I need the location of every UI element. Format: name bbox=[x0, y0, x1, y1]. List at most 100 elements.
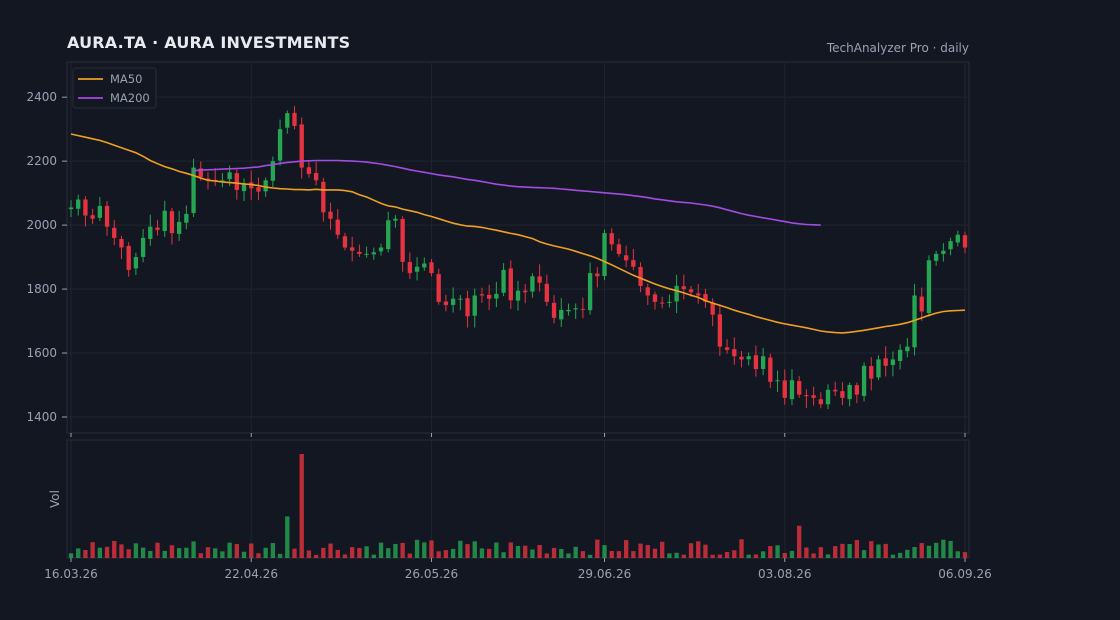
volume-bar bbox=[753, 554, 759, 558]
candle-body bbox=[724, 347, 730, 350]
volume-bar bbox=[465, 544, 470, 558]
legend[interactable]: MA50 MA200 bbox=[72, 67, 157, 109]
volume-bar bbox=[90, 542, 95, 558]
volume-bar bbox=[897, 552, 903, 558]
candle-body bbox=[530, 276, 535, 292]
candle-body bbox=[321, 181, 326, 213]
candle-body bbox=[508, 268, 513, 301]
y-tick-label: 1400 bbox=[26, 410, 57, 424]
volume-bar bbox=[335, 549, 340, 558]
candle-body bbox=[753, 355, 759, 370]
candle-body bbox=[249, 182, 254, 189]
volume-bar bbox=[739, 539, 744, 558]
volume-bar bbox=[840, 543, 845, 558]
volume-bar bbox=[191, 541, 196, 558]
volume-bar bbox=[400, 542, 405, 558]
volume-bar bbox=[97, 547, 103, 558]
volume-bar bbox=[587, 554, 593, 558]
volume-bar bbox=[523, 545, 528, 558]
candle-body bbox=[717, 314, 723, 347]
volume-bar bbox=[364, 546, 369, 558]
candle-body bbox=[263, 180, 268, 192]
candle-body bbox=[905, 346, 910, 352]
candle-body bbox=[544, 283, 550, 302]
volume-bar bbox=[176, 548, 182, 558]
candle-body bbox=[962, 235, 968, 248]
candle-body bbox=[869, 366, 874, 379]
legend-label[interactable]: MA200 bbox=[110, 91, 150, 105]
volume-bar bbox=[595, 539, 600, 558]
candles bbox=[68, 106, 968, 410]
volume-bar bbox=[270, 543, 276, 558]
volume-bar bbox=[479, 548, 485, 558]
candle-body bbox=[220, 180, 225, 182]
volume-bar bbox=[458, 540, 463, 558]
volume-bar bbox=[263, 547, 268, 558]
price-panel-frame bbox=[66, 61, 970, 434]
volume-bar bbox=[112, 540, 117, 558]
volume-bar bbox=[357, 547, 362, 558]
volume-bar bbox=[299, 454, 304, 558]
candle-body bbox=[768, 357, 773, 382]
volume-bar bbox=[249, 543, 254, 558]
candle-body bbox=[616, 244, 622, 254]
candle-body bbox=[609, 233, 614, 245]
candle-body bbox=[890, 359, 896, 366]
volume-bar bbox=[933, 542, 939, 558]
candle-body bbox=[299, 124, 304, 168]
candle-body bbox=[847, 385, 852, 400]
candle-body bbox=[674, 285, 679, 302]
volume-bar bbox=[227, 542, 232, 558]
candle-body bbox=[537, 276, 542, 283]
volume-bar bbox=[652, 548, 658, 558]
candle-body bbox=[256, 187, 261, 192]
candle-body bbox=[638, 266, 643, 286]
candle-body bbox=[631, 260, 636, 267]
candle-body bbox=[313, 173, 319, 181]
candle-body bbox=[292, 112, 297, 126]
volume-bar bbox=[732, 550, 737, 558]
volume-bar bbox=[83, 550, 88, 558]
candle-body bbox=[501, 269, 506, 293]
volume-axis-label: Vol bbox=[48, 490, 62, 508]
volume-bar bbox=[155, 542, 160, 558]
volume-bar bbox=[313, 554, 319, 558]
volume-bar bbox=[486, 548, 492, 558]
candle-body bbox=[393, 218, 398, 221]
volume-bar bbox=[422, 542, 427, 558]
volume-bar bbox=[205, 547, 211, 558]
candle-body bbox=[414, 266, 420, 272]
volume-bar bbox=[321, 547, 326, 558]
volume-bar bbox=[616, 551, 622, 558]
y-tick-label: 1800 bbox=[26, 282, 57, 296]
volume-bar bbox=[760, 551, 766, 558]
volume-bar bbox=[861, 550, 867, 558]
volume-bar bbox=[609, 551, 614, 558]
volume-bar bbox=[68, 553, 74, 558]
volume-bar bbox=[393, 543, 398, 558]
volume-bar bbox=[407, 553, 413, 558]
candle-body bbox=[479, 294, 485, 296]
candle-body bbox=[660, 302, 665, 304]
volume-bar bbox=[472, 541, 477, 558]
volume-bar bbox=[551, 547, 557, 558]
candle-body bbox=[602, 233, 607, 277]
volume-bar bbox=[883, 543, 888, 558]
volume-bar bbox=[869, 541, 874, 558]
volume-bar bbox=[919, 543, 924, 558]
candle-body bbox=[587, 273, 593, 311]
legend-label[interactable]: MA50 bbox=[110, 72, 142, 86]
candle-body bbox=[429, 262, 434, 274]
volume-bar bbox=[955, 551, 960, 558]
candle-body bbox=[883, 358, 888, 366]
volume-bar bbox=[674, 552, 679, 558]
candle-body bbox=[112, 227, 117, 238]
volume-bar bbox=[76, 548, 81, 558]
candle-body bbox=[450, 298, 456, 305]
x-tick-label: 22.04.26 bbox=[225, 567, 278, 581]
x-tick-label: 16.03.26 bbox=[44, 567, 97, 581]
candle-body bbox=[162, 210, 167, 232]
candle-body bbox=[854, 385, 860, 395]
candle-body bbox=[926, 260, 932, 314]
candle-body bbox=[941, 250, 946, 254]
